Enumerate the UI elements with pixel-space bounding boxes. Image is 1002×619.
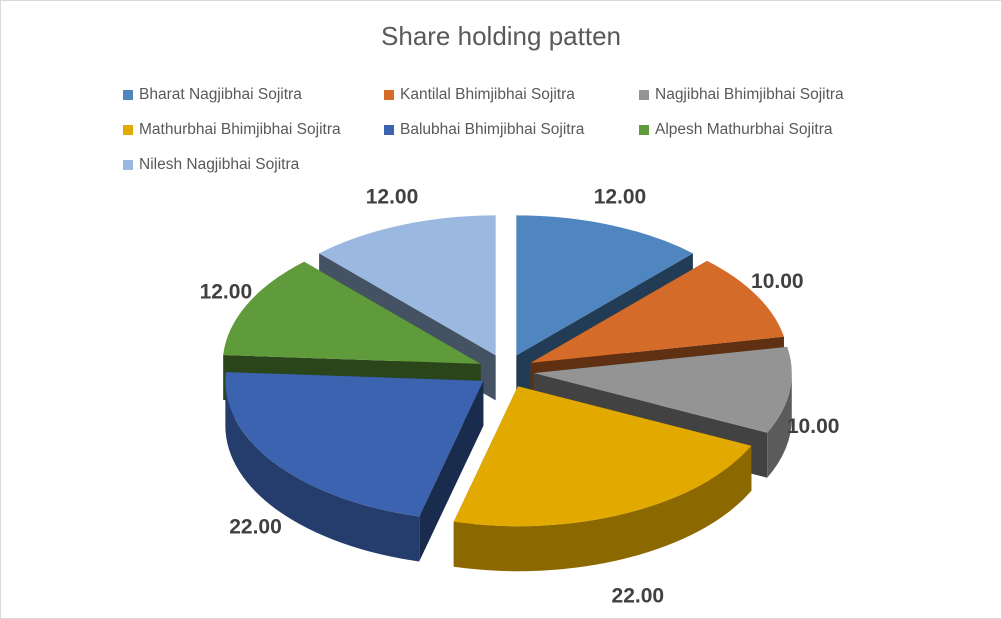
slice-outer-wall — [767, 373, 792, 478]
data-label: 12.00 — [366, 185, 419, 208]
legend-label: Bharat Nagjibhai Sojitra — [139, 86, 302, 103]
data-label: 12.00 — [594, 185, 647, 208]
legend-item: Balubhai Bhimjibhai Sojitra — [384, 121, 584, 139]
pie-slice[interactable] — [319, 215, 496, 356]
legend-item: Alpesh Mathurbhai Sojitra — [639, 121, 833, 139]
data-label: 22.00 — [612, 584, 665, 607]
pie-slice[interactable] — [223, 261, 481, 364]
legend-swatch — [639, 125, 649, 135]
pie-slice[interactable] — [530, 260, 784, 363]
data-label: 22.00 — [229, 516, 282, 539]
slice-tops — [223, 215, 792, 527]
data-label: 10.00 — [751, 270, 804, 293]
pie-slice[interactable] — [453, 386, 752, 527]
legend-swatch — [384, 125, 394, 135]
slice-outer-wall — [225, 380, 420, 562]
pie-slice[interactable] — [516, 215, 693, 356]
legend-label: Balubhai Bhimjibhai Sojitra — [400, 121, 585, 138]
legend-swatch — [123, 160, 133, 170]
data-label: 10.00 — [787, 415, 840, 438]
legend-label: Mathurbhai Bhimjibhai Sojitra — [139, 121, 341, 138]
legend-swatch — [384, 90, 394, 100]
legend-swatch — [123, 125, 133, 135]
data-label: 12.00 — [200, 281, 253, 304]
legend-label: Nilesh Nagjibhai Sojitra — [139, 156, 300, 173]
legend-label: Alpesh Mathurbhai Sojitra — [655, 121, 833, 138]
legend-label: Kantilal Bhimjibhai Sojitra — [400, 86, 575, 103]
chart-title: Share holding patten — [381, 21, 621, 51]
legend-item: Mathurbhai Bhimjibhai Sojitra — [123, 121, 341, 139]
legend-swatch — [639, 90, 649, 100]
legend-item: Nagjibhai Bhimjibhai Sojitra — [639, 86, 844, 104]
legend-swatch — [123, 90, 133, 100]
legend-label: Nagjibhai Bhimjibhai Sojitra — [655, 86, 844, 103]
pie-slice[interactable] — [225, 372, 484, 517]
data-labels: 12.00 10.00 10.00 22.00 22.00 12.00 12.00 — [200, 185, 840, 607]
slice-side-wall — [419, 380, 484, 562]
legend-item: Bharat Nagjibhai Sojitra — [123, 86, 302, 104]
legend-item: Kantilal Bhimjibhai Sojitra — [384, 86, 575, 104]
legend-item: Nilesh Nagjibhai Sojitra — [123, 156, 299, 174]
slice-outer-wall — [453, 445, 752, 572]
pie-slice[interactable] — [533, 346, 792, 433]
